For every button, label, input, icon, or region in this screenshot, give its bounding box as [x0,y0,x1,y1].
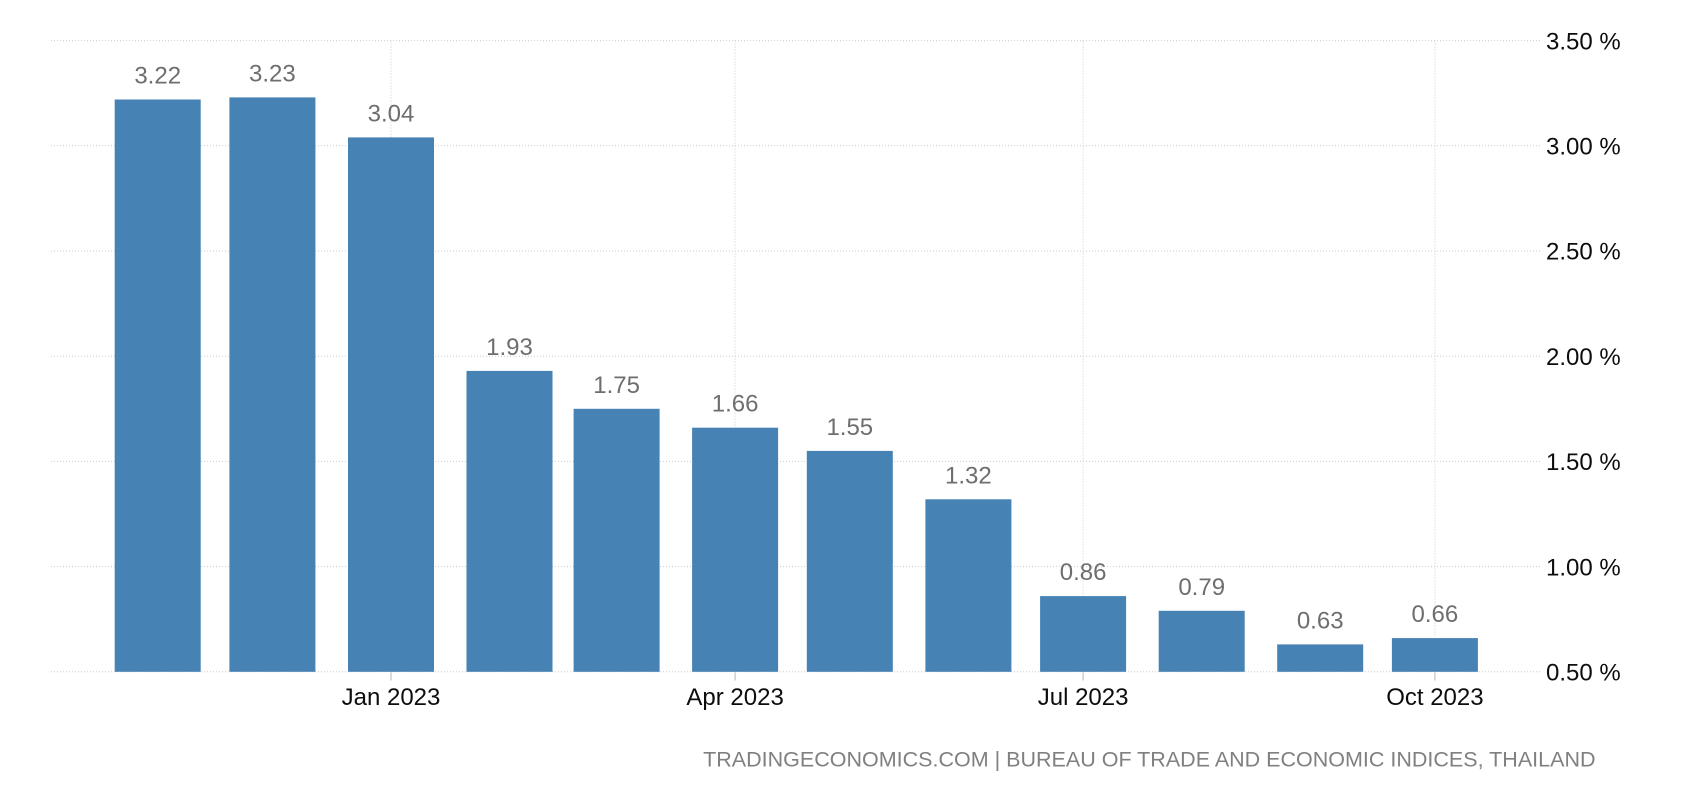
svg-text:3.22: 3.22 [134,63,181,90]
svg-text:Apr 2023: Apr 2023 [686,684,783,711]
svg-text:1.75: 1.75 [593,372,640,399]
svg-text:0.86: 0.86 [1060,559,1107,586]
svg-text:0.50 %: 0.50 % [1546,660,1621,687]
svg-text:Jul 2023: Jul 2023 [1038,684,1129,711]
svg-text:3.00 %: 3.00 % [1546,134,1621,161]
svg-text:Oct 2023: Oct 2023 [1386,684,1483,711]
svg-text:0.66: 0.66 [1412,601,1459,628]
svg-text:3.23: 3.23 [249,60,296,87]
svg-text:1.66: 1.66 [712,391,759,418]
svg-text:1.50 %: 1.50 % [1546,449,1621,476]
svg-text:1.93: 1.93 [486,334,533,361]
svg-text:1.00 %: 1.00 % [1546,554,1621,581]
svg-text:3.50 %: 3.50 % [1546,28,1621,55]
svg-text:3.04: 3.04 [368,100,415,127]
svg-text:2.00 %: 2.00 % [1546,344,1621,371]
svg-text:1.55: 1.55 [826,414,873,441]
svg-text:0.63: 0.63 [1297,607,1344,634]
svg-text:1.32: 1.32 [945,462,992,489]
svg-text:0.79: 0.79 [1178,574,1225,601]
svg-text:TRADINGECONOMICS.COM | BUREAU: TRADINGECONOMICS.COM | BUREAU OF TRADE A… [703,748,1595,772]
svg-text:Jan 2023: Jan 2023 [342,684,441,711]
svg-text:2.50 %: 2.50 % [1546,239,1621,266]
